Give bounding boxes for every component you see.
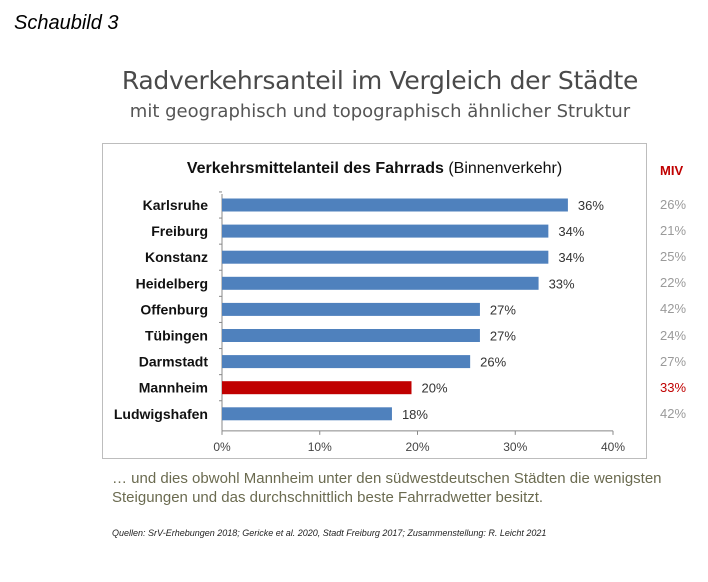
data-label: 34% [558,250,584,265]
chart-title-bold: Verkehrsmittelanteil des Fahrrads [186,160,444,177]
slide-subtitle: mit geographisch und topographisch ähnli… [129,101,631,122]
chart-title-rest: (Binnenverkehr) [448,160,563,177]
data-label: 27% [490,302,516,317]
data-label: 33% [549,276,575,291]
bar [222,381,412,395]
bar [222,329,480,342]
x-tick-label: 0% [213,440,231,454]
sources-text: Quellen: SrV-Erhebungen 2018; Gericke et… [112,528,547,538]
miv-header: MIV [660,163,684,178]
figure-label: Schaubild 3 [14,12,119,34]
miv-value: 42% [660,405,687,421]
miv-value: 33% [660,379,687,395]
data-label: 36% [578,198,604,213]
category-label: Heidelberg [136,275,208,291]
miv-value: 42% [660,301,687,317]
miv-value: 25% [660,249,687,265]
chart-title: Verkehrsmittelanteil des Fahrrads (Binne… [102,160,647,178]
bar [222,224,549,238]
category-label: Konstanz [145,249,208,265]
miv-value: 22% [660,275,687,291]
category-label: Darmstadt [139,354,209,370]
bar [222,355,471,369]
x-tick-label: 10% [308,440,332,454]
chart-frame [102,143,647,459]
bar [222,276,539,290]
category-label: Karlsruhe [143,197,209,213]
category-label: Tübingen [145,328,208,344]
bar [222,250,549,264]
slide-title: Radverkehrsanteil im Vergleich der Städt… [121,66,639,95]
miv-value: 24% [660,327,687,343]
bar [222,302,480,316]
bar [222,198,568,212]
note-text: … und dies obwohl Mannheim unter den süd… [112,470,662,506]
category-label: Mannheim [139,380,208,396]
x-tick-label: 30% [503,440,527,454]
miv-value: 26% [660,197,687,212]
category-label: Offenburg [140,301,208,317]
miv-value: 27% [660,353,687,369]
data-label: 20% [422,381,448,396]
x-tick-label: 40% [601,440,625,454]
data-label: 18% [402,407,428,422]
data-label: 26% [480,355,506,370]
bar [222,407,392,421]
category-label: Freiburg [151,223,208,239]
data-label: 27% [490,329,516,344]
miv-value: 21% [660,223,687,239]
data-label: 34% [558,224,584,239]
x-tick-label: 20% [405,440,429,454]
category-label: Ludwigshafen [114,406,208,422]
